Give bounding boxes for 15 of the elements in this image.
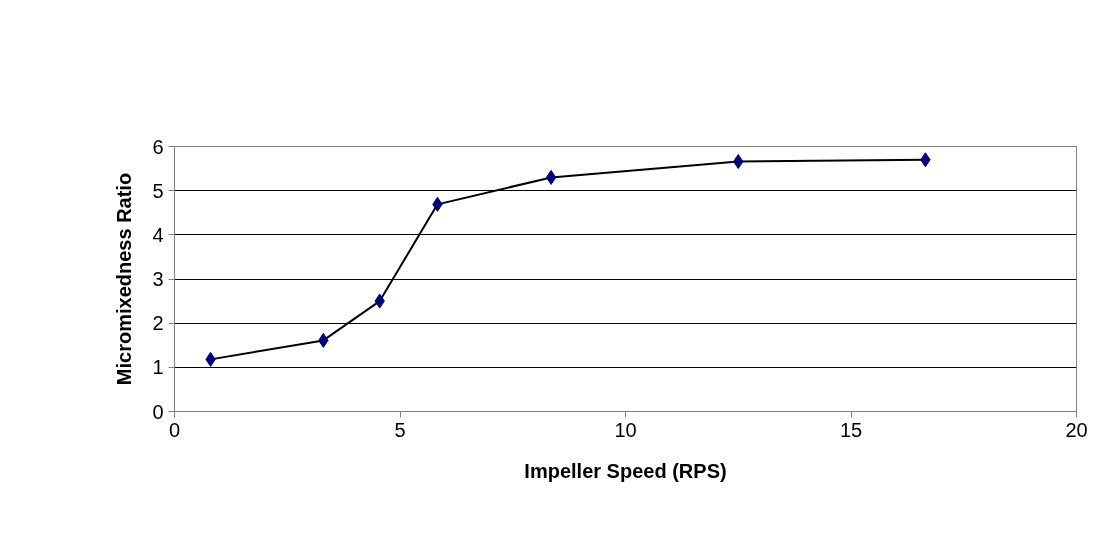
x-tick-label: 15 (839, 418, 863, 441)
x-axis-title: Impeller Speed (RPS) (524, 459, 727, 482)
y-tick-label: 3 (152, 268, 164, 290)
y-tick-label: 4 (152, 223, 164, 246)
x-tick-label: 10 (614, 418, 637, 441)
x-tick-label: 20 (1065, 418, 1088, 441)
y-axis-title: Micromixedness Ratio (113, 172, 136, 386)
y-tick-label: 1 (152, 356, 164, 379)
x-tick-label: 0 (168, 418, 181, 441)
y-tick-label: 2 (152, 312, 164, 335)
y-tick-label: 5 (152, 179, 164, 202)
point (545, 169, 557, 185)
y-tick-label: 0 (152, 400, 164, 423)
x-tick-label: 5 (394, 418, 406, 441)
y-tick-label: 6 (152, 135, 164, 158)
